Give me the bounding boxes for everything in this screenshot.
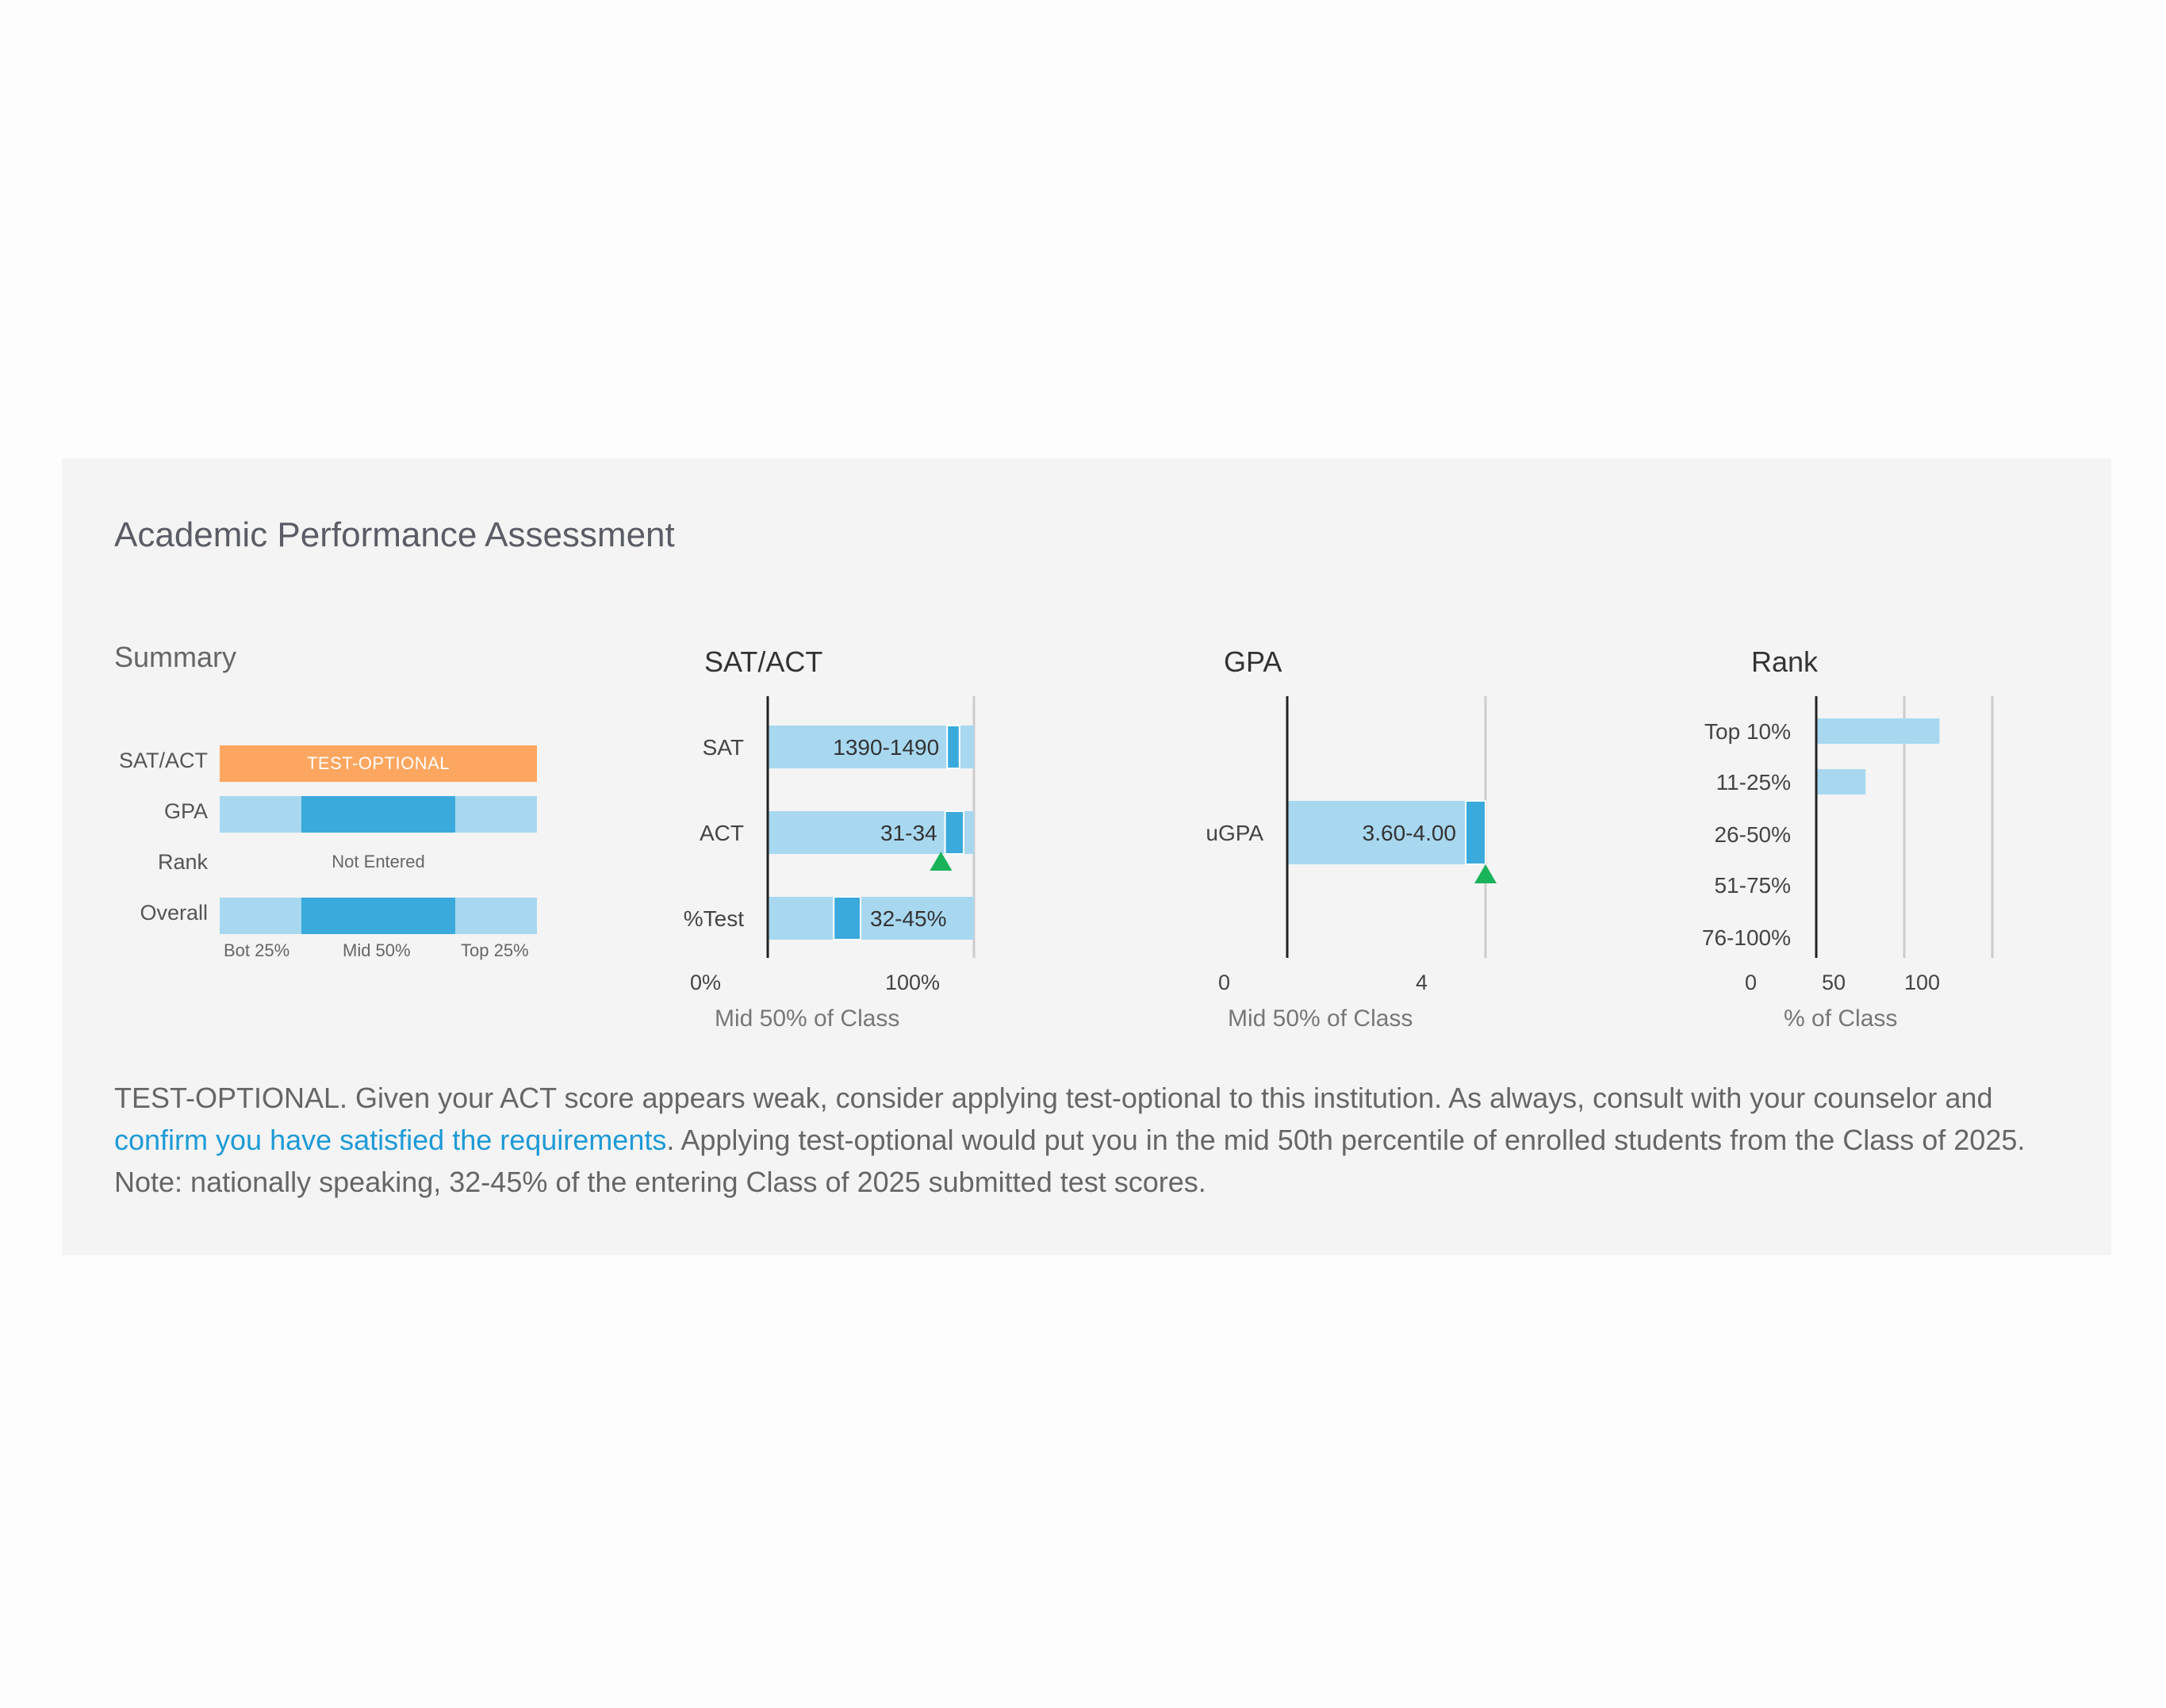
summary-label-gpa: GPA (163, 799, 208, 823)
rank-chart: Top 10% 11-25% 26-50% 51-75% 76-100% (1702, 696, 1994, 958)
summary-scale-mid: Mid 50% (343, 940, 411, 960)
sat-act-bar-2 (768, 897, 974, 940)
sat-act-student-marker (930, 852, 953, 871)
rank-row-label-2: 26-50% (1714, 822, 1791, 847)
sat-act-value-label-0: 1390-1490 (833, 735, 939, 760)
gpa-student-marker (1474, 864, 1497, 883)
summary-rank-status: Not Entered (332, 852, 425, 871)
rank-axis-caption: % of Class (1784, 1005, 1898, 1032)
sat-act-bar-1 (768, 811, 974, 854)
rank-title: Rank (1751, 645, 1819, 678)
summary-scale-top: Top 25% (461, 940, 529, 960)
summary-label-sat-act: SAT/ACT (118, 749, 208, 772)
sat-act-tick-0: 0% (690, 971, 722, 994)
sat-act-tick-100: 100% (885, 971, 941, 994)
rank-bar-0 (1816, 718, 1940, 744)
panel-title: Academic Performance Assessment (114, 515, 675, 554)
gpa-value-label: 3.60-4.00 (1363, 821, 1456, 845)
gpa-bar (1287, 801, 1486, 864)
sat-act-value-label-1: 31-34 (880, 821, 937, 845)
gpa-title: GPA (1224, 645, 1282, 678)
gpa-tick-0: 0 (1218, 971, 1231, 994)
sat-act-value-label-2: 32-45% (870, 906, 947, 931)
sat-act-mid50-2 (833, 896, 862, 940)
sat-act-chart: SAT 1390-1490 ACT 31-34 %Test 32-45% (684, 696, 976, 958)
sat-act-mid50-1 (944, 810, 965, 855)
summary-title: Summary (114, 641, 237, 673)
rank-row-label-0: Top 10% (1704, 719, 1791, 744)
rank-tick-100: 100 (1904, 971, 1941, 994)
sat-act-bar-0 (768, 726, 974, 768)
academic-performance-panel: Academic Performance Assessment Summary … (62, 458, 2111, 1255)
rank-tick-0: 0 (1745, 971, 1758, 994)
sat-act-axis-caption: Mid 50% of Class (715, 1005, 900, 1032)
summary-overall-bar (220, 898, 537, 934)
sat-act-mid50-0 (946, 725, 960, 769)
gpa-axis-caption: Mid 50% of Class (1228, 1005, 1413, 1032)
sat-act-row-label-1: ACT (700, 821, 744, 845)
gpa-tick-4: 4 (1416, 971, 1428, 994)
rank-row-label-4: 76-100% (1702, 925, 1791, 950)
rank-row-label-1: 11-25% (1716, 770, 1791, 795)
summary-label-overall: Overall (140, 901, 208, 925)
note-text-after: . Applying test-optional would put you i… (114, 1124, 2026, 1198)
rank-bar-1 (1816, 769, 1866, 795)
summary-scale-bot: Bot 25% (224, 940, 290, 960)
sat-act-title: SAT/ACT (704, 645, 823, 678)
gpa-mid50 (1465, 800, 1486, 865)
assessment-note: TEST-OPTIONAL. Given your ACT score appe… (114, 1077, 2073, 1203)
note-text-before: TEST-OPTIONAL. Given your ACT score appe… (114, 1082, 1993, 1114)
gpa-chart: uGPA 3.60-4.00 (1206, 696, 1497, 958)
summary-label-rank: Rank (157, 850, 208, 874)
rank-row-label-3: 51-75% (1714, 873, 1791, 898)
summary-sat-act-badge: TEST-OPTIONAL (220, 745, 537, 782)
sat-act-row-label-0: SAT (703, 735, 744, 760)
summary-gpa-mid-band (301, 796, 455, 833)
requirements-link[interactable]: confirm you have satisfied the requireme… (114, 1124, 667, 1156)
gpa-row-label: uGPA (1206, 821, 1263, 845)
summary-gpa-bar (220, 796, 537, 833)
summary-overall-mid-band (301, 898, 455, 934)
sat-act-row-label-2: %Test (684, 906, 744, 931)
rank-tick-50: 50 (1822, 971, 1846, 994)
